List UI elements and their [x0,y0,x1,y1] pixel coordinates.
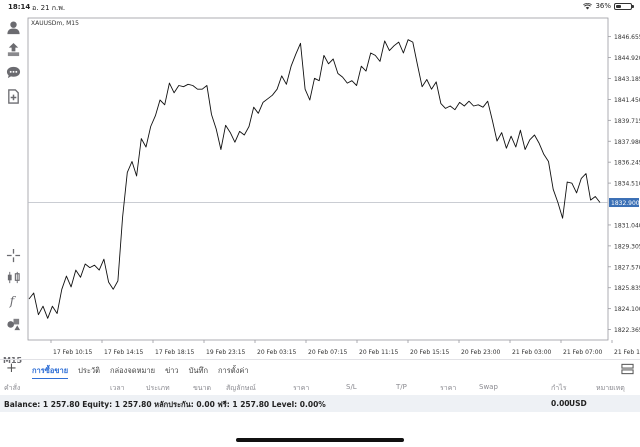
terminal-tabs-bar: + การซื้อขาย ประวัติ กล่องจดหมาย ข่าว บั… [0,359,640,379]
plot-frame [27,17,609,341]
profit-currency: USD [569,399,587,408]
column-price-current: ราคา [440,384,457,392]
x-tick-label: 21 Feb 03:00 [512,349,552,356]
chart-symbol-label: XAUUSDm, M15 [31,20,79,27]
add-button[interactable]: + [6,361,17,376]
battery-icon [614,2,634,10]
x-tick-label: 20 Feb 15:15 [410,349,450,356]
left-toolbar: f M15 [0,14,26,365]
y-tick-label: 1834.510 [614,181,640,188]
account-icon[interactable] [4,18,22,36]
status-date: อ. 21 ก.พ. [32,4,66,12]
column-profit: กำไร [551,384,567,392]
y-tick-label: 1846.655 [614,34,640,41]
chart-svg[interactable]: 1846.655 1844.920 1843.185 1841.450 1839.715… [26,14,640,359]
y-tick-label: 1839.715 [614,118,640,125]
x-tick-label: 20 Feb 07:15 [308,349,348,356]
y-tick-label: 1837.980 [614,139,640,146]
column-type: ประเภท [146,384,170,392]
objects-icon[interactable] [4,314,22,332]
timeframe-label[interactable]: M15 [3,356,23,365]
y-tick-label: 1831.040 [614,222,640,229]
y-tick-label: 1841.450 [614,97,640,104]
current-price-tag [609,198,639,208]
status-right: 36% [583,2,634,10]
balance-text: Balance: 1 257.80 Equity: 1 257.80 หลักป… [4,400,326,409]
column-price: ราคา [293,384,310,392]
y-tick-label: 1822.365 [614,327,640,334]
status-time: 18:14 [8,3,31,11]
column-time: เวลา [110,384,125,392]
x-tick-label: 17 Feb 10:15 [53,349,93,356]
column-tp: T/P [396,383,407,391]
terminal-tabs: การซื้อขาย ประวัติ กล่องจดหมาย ข่าว บันท… [32,365,249,379]
column-size: ขนาด [193,384,212,392]
y-tick-label: 1843.185 [614,76,640,83]
tab-settings[interactable]: การตั้งค่า [218,366,249,375]
new-order-icon[interactable] [4,87,22,105]
x-tick-label: 20 Feb 11:15 [359,349,399,356]
column-swap: Swap [479,383,498,391]
tab-journal[interactable]: บันทึก [188,366,209,375]
home-indicator [236,438,404,442]
column-order: คำสั่ง [4,384,21,392]
trade-icon[interactable] [4,40,22,58]
function-icon[interactable]: f [4,291,22,309]
x-tick-label: 17 Feb 14:15 [104,349,144,356]
wifi-icon [583,2,593,9]
current-price-label: 1832.900 [611,200,640,207]
y-tick-label: 1827.570 [614,264,640,271]
layout-toggle-icon[interactable] [621,363,634,375]
price-series-line[interactable] [28,39,601,319]
x-tick-label: 21 Feb 07:00 [563,349,603,356]
status-bar: 18:14 อ. 21 ก.พ. 36% [0,0,640,14]
svg-text:f: f [8,294,16,308]
tab-trade[interactable]: การซื้อขาย [32,365,69,379]
x-tick-label: 19 Feb 23:15 [206,349,246,356]
y-tick-label: 1824.100 [614,306,640,313]
column-sl: S/L [346,383,357,391]
tab-mailbox[interactable]: กล่องจดหมาย [110,366,156,375]
x-tick-label: 17 Feb 18:15 [155,349,195,356]
crosshair-icon[interactable] [4,246,22,264]
x-tick-label: 20 Feb 03:15 [257,349,297,356]
balance-summary-row: Balance: 1 257.80 Equity: 1 257.80 หลักป… [0,395,640,412]
column-comment: หมายเหตุ [596,384,625,392]
y-tick-label: 1836.245 [614,160,640,167]
battery-fill [616,4,622,8]
price-chart[interactable]: 1846.655 1844.920 1843.185 1841.450 1839.715… [26,14,640,359]
tab-history[interactable]: ประวัติ [78,366,101,375]
x-tick-label: 21 Feb 11:00 [614,349,640,356]
tab-news[interactable]: ข่าว [165,366,179,375]
orders-table-header: คำสั่ง เวลา ประเภท ขนาด สัญลักษณ์ ราคา S… [0,379,640,395]
indicators-icon[interactable] [4,268,22,286]
total-profit: 0.00 [551,399,570,408]
x-tick-label: 20 Feb 23:00 [461,349,501,356]
column-symbol: สัญลักษณ์ [226,384,256,392]
battery-percent: 36% [595,2,611,10]
chat-icon[interactable] [4,63,22,81]
y-tick-label: 1829.305 [614,243,640,250]
y-tick-label: 1844.920 [614,55,640,62]
y-tick-label: 1825.835 [614,285,640,292]
